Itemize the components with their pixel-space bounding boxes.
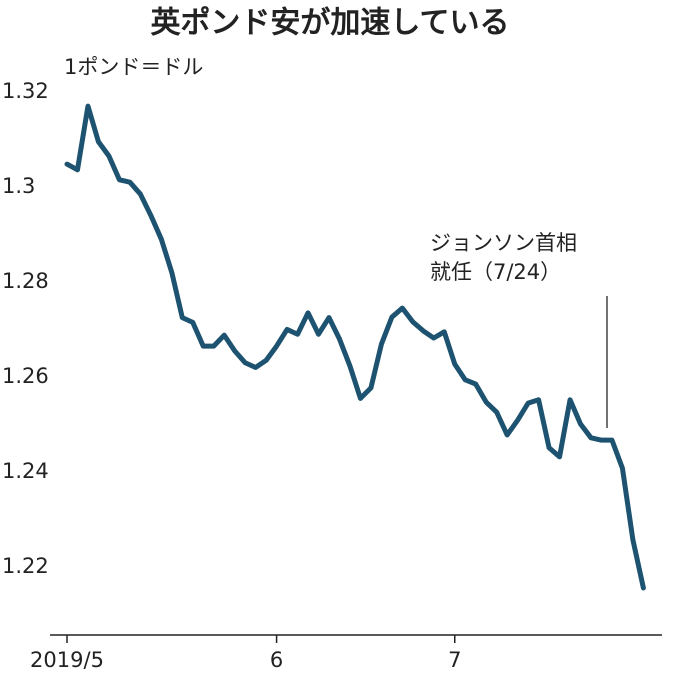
x-tick-label: 2019/5	[30, 648, 104, 672]
y-tick-label: 1.28	[2, 269, 49, 293]
y-axis-label: 1ポンド＝ドル	[64, 55, 203, 79]
y-tick-label: 1.32	[2, 79, 49, 103]
line-series	[64, 103, 646, 591]
annotation: ジョンソン首相	[430, 231, 577, 255]
chart-title: 英ポンド安が加速している	[150, 6, 509, 41]
y-tick-label: 1.22	[2, 554, 49, 578]
y-tick-label: 1.24	[2, 459, 49, 483]
annotation: 就任（7/24）	[430, 260, 561, 284]
y-tick-label: 1.3	[2, 174, 35, 198]
x-tick-label: 7	[448, 648, 461, 672]
x-tick-label: 6	[270, 648, 283, 672]
y-tick-label: 1.26	[2, 364, 49, 388]
